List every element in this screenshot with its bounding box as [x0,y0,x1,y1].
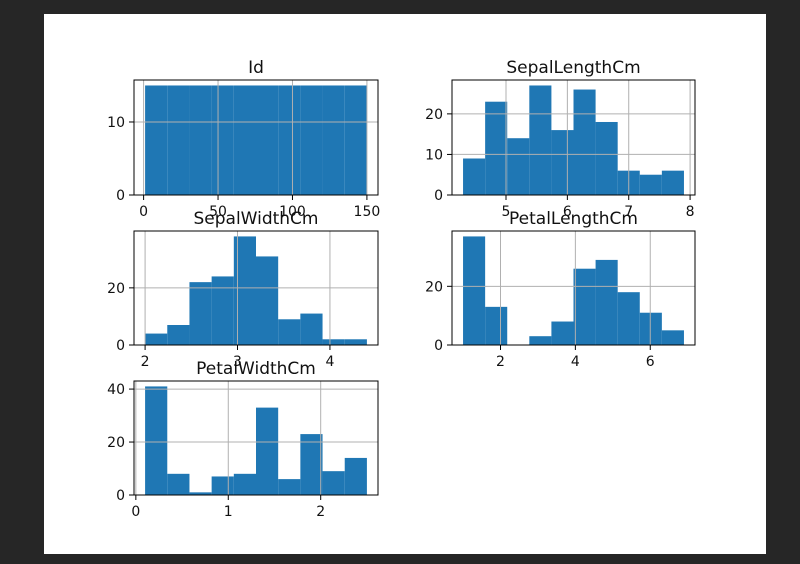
histogram-bar [278,319,301,345]
histogram-bar [617,292,640,345]
x-tick-label: 6 [646,354,655,370]
histogram-bar [145,333,168,345]
histogram-bar [256,407,279,495]
histogram-bar [233,236,256,345]
y-tick-label: 20 [425,107,443,123]
histogram-bar [300,434,323,495]
histogram-bar [278,85,301,195]
histogram-bar [145,85,168,195]
x-tick-label: 1 [224,504,233,520]
y-tick-label: 10 [107,115,125,131]
histogram-bar [573,268,596,345]
x-tick-label: 2 [496,354,505,370]
histogram-bar [529,85,552,195]
histogram-bar [300,313,323,345]
histogram-bar [529,336,552,345]
histogram-bar [485,306,508,345]
y-tick-label: 0 [116,488,125,504]
histogram-bar [256,85,279,195]
histogram-panel-4: 2 4 6 0 20 [425,230,696,370]
histogram-panel-3: 2 3 4 0 20 [107,230,379,370]
panel-title: PetalLengthCm [509,209,638,229]
x-tick-label: 7 [624,204,633,220]
histogram-bar [189,85,212,195]
histogram-bar [189,492,212,495]
histogram-bar [639,174,662,195]
panel-title: SepalWidthCm [193,209,318,229]
x-tick-label: 0 [139,204,148,220]
histogram-bar [344,457,367,495]
histogram-bar [322,471,345,495]
histogram-bar [639,312,662,345]
histogram-bar [661,170,684,195]
histogram-bar [661,330,684,345]
histogram-bar [463,158,486,195]
histogram-bar [256,256,279,345]
y-tick-label: 20 [107,435,125,451]
histogram-bar [211,85,234,195]
x-tick-label: 4 [325,354,334,370]
histogram-bar [551,130,574,195]
y-tick-label: 20 [425,279,443,295]
x-tick-label: 6 [563,204,572,220]
panel-title: PetalWidthCm [196,359,316,379]
histogram-bar [233,85,256,195]
histogram-bar [211,276,234,345]
x-tick-label: 150 [354,204,381,220]
y-tick-label: 40 [107,382,125,398]
histogram-bar [595,259,618,345]
x-tick-label: 2 [316,504,325,520]
histogram-panel-1: 0 50 100 150 0 10 [107,79,381,220]
y-tick-label: 0 [434,188,443,204]
histogram-bar [573,89,596,195]
x-tick-label: 4 [571,354,580,370]
histogram-panel-2: 5 6 7 8 0 10 20 [425,79,696,220]
x-tick-label: 5 [502,204,511,220]
histogram-bar [485,101,508,195]
y-tick-label: 10 [425,147,443,163]
histogram-bar [507,138,530,195]
histogram-bar [595,121,618,195]
axes-frame [451,79,696,196]
histogram-bar [278,479,301,495]
panel-title: Id [248,58,264,78]
x-tick-label: 3 [233,354,242,370]
y-tick-label: 0 [116,338,125,354]
axes-frame [451,230,696,346]
axes-frame [133,79,379,196]
x-tick-label: 100 [279,204,306,220]
x-tick-label: 0 [131,504,140,520]
histogram-bar [463,236,486,345]
histogram-bar [344,85,367,195]
y-tick-label: 0 [116,188,125,204]
histogram-bar [344,339,367,345]
histogram-bar [322,339,345,345]
histogram-bar [211,476,234,495]
histogram-bar [300,85,323,195]
y-tick-label: 0 [434,338,443,354]
panel-title: SepalLengthCm [506,58,640,78]
axes-frame [133,380,379,496]
histogram-bar [551,321,574,345]
x-tick-label: 50 [209,204,227,220]
x-tick-label: 8 [686,204,695,220]
histogram-bar [233,473,256,495]
x-tick-label: 2 [141,354,150,370]
histogram-bar [167,325,190,345]
histogram-bar [322,85,345,195]
histogram-figure: 0 50 100 150 0 10 Id 5 6 7 8 0 10 20 SepalLengthCm 2 3 4 0… [44,14,766,554]
histogram-bar [167,473,190,495]
histogram-bar [145,386,168,495]
histogram-bar [189,282,212,345]
y-tick-label: 20 [107,281,125,297]
histogram-bar [167,85,190,195]
